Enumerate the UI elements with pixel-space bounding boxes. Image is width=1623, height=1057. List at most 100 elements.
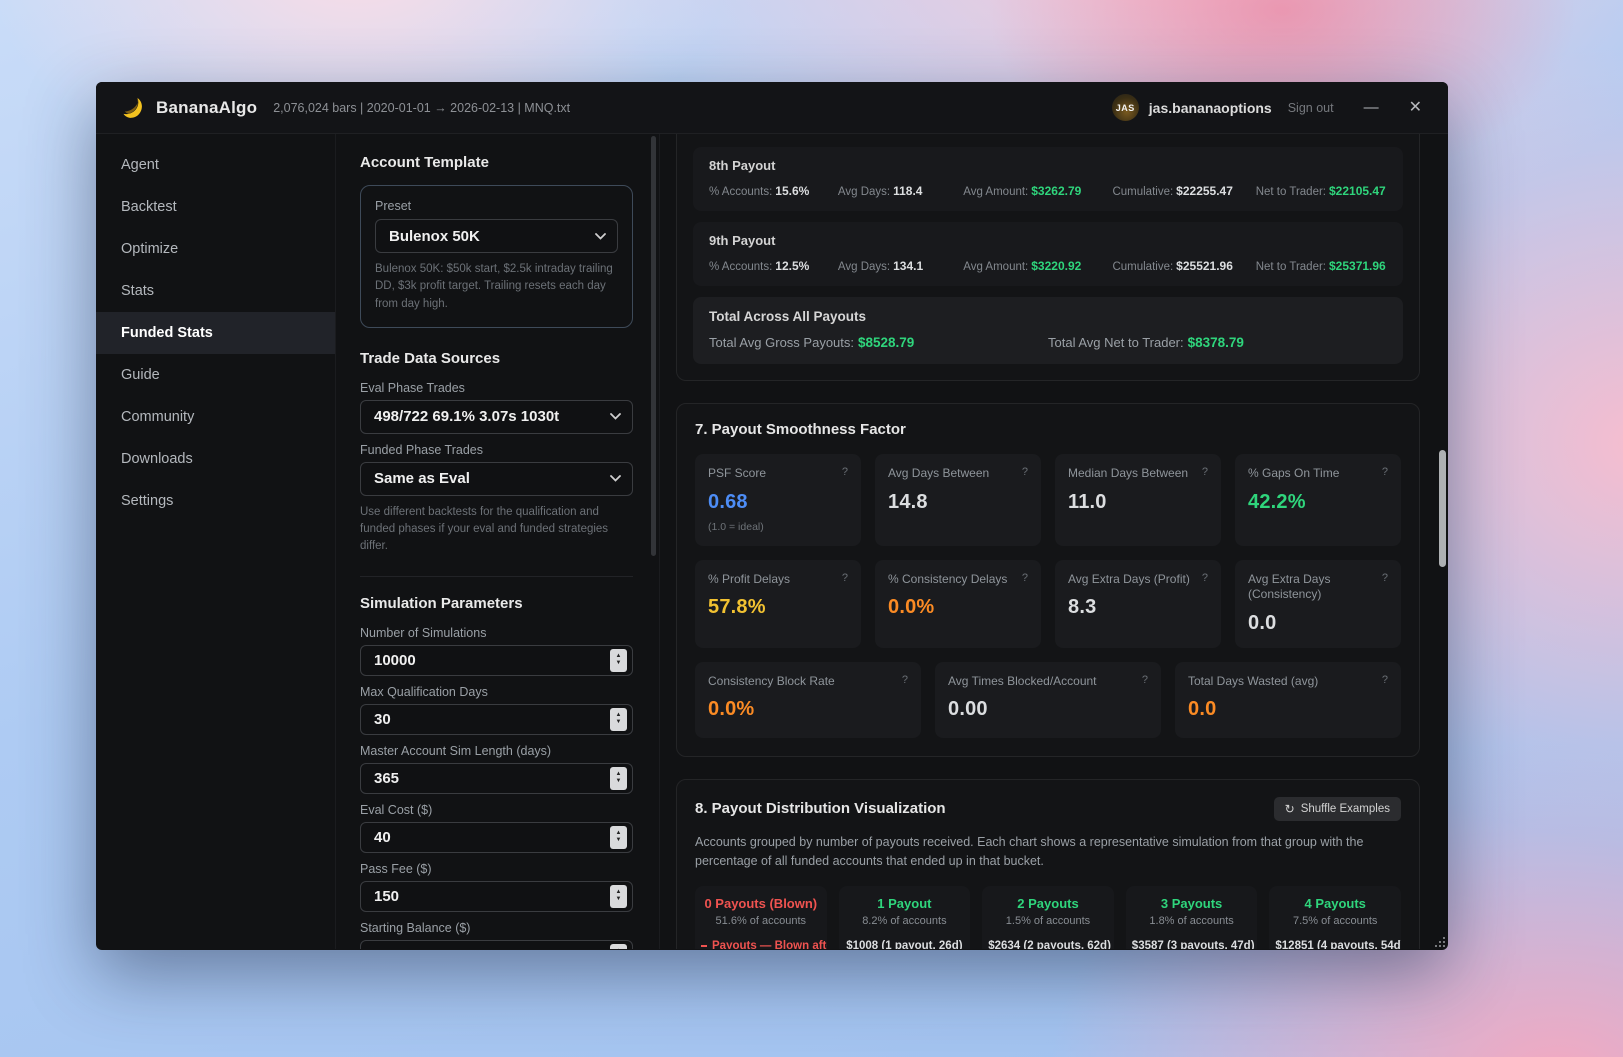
funded-phase-label: Funded Phase Trades — [360, 442, 483, 457]
sidebar: Agent Backtest Optimize Stats Funded Sta… — [96, 134, 336, 949]
starting-balance-value: 50000 — [374, 947, 416, 950]
help-icon[interactable]: ? — [841, 571, 848, 584]
metric-card-median-days-between: Median Days Between? 11.0 — [1055, 454, 1221, 546]
max-qual-days-input[interactable]: 30 ▲ ▼ — [360, 703, 633, 735]
signout-button[interactable]: Sign out — [1287, 100, 1334, 115]
chevron-down-icon — [610, 413, 621, 421]
max-qual-days-value: 30 — [374, 710, 391, 728]
chart-card-0-payouts: 0 Payouts (Blown) 51.6% of accounts Payo… — [695, 886, 827, 949]
pass-fee-label: Pass Fee ($) — [360, 861, 432, 876]
metric-avg-amount: Avg Amount: $3262.79 — [963, 184, 1082, 198]
stepper-buttons[interactable]: ▲▼ — [610, 943, 627, 949]
stepper-buttons[interactable]: ▲▼ — [610, 766, 627, 790]
settings-scrollbar-thumb[interactable] — [651, 136, 656, 556]
num-simulations-input[interactable]: 10000 ▲ ▼ — [360, 644, 633, 676]
eval-cost-label: Eval Cost ($) — [360, 802, 433, 817]
pass-fee-input[interactable]: 150 ▲ ▼ — [360, 880, 633, 912]
metric-avg-amount: Avg Amount: $3220.92 — [963, 259, 1082, 273]
metric-card-avg-days-between: Avg Days Between? 14.8 — [875, 454, 1041, 546]
sidebar-item-agent[interactable]: Agent — [121, 157, 159, 173]
preset-label: Preset — [375, 199, 412, 213]
master-sim-length-value: 365 — [374, 769, 400, 787]
sidebar-item-optimize[interactable]: Optimize — [121, 241, 179, 257]
preset-box: Preset Bulenox 50K Bulenox 50K: $50k sta… — [360, 185, 633, 328]
eval-phase-label: Eval Phase Trades — [360, 380, 465, 395]
app-name: BananaAlgo — [156, 97, 258, 117]
sidebar-item-downloads[interactable]: Downloads — [121, 451, 193, 467]
metric-card-extra-days-profit: Avg Extra Days (Profit)? 8.3 — [1055, 559, 1221, 648]
smoothness-title: 7. Payout Smoothness Factor — [695, 421, 906, 438]
titlebar: BananaAlgo 2,076,024 bars | 2020-01-01 →… — [96, 82, 1448, 134]
stepper-buttons[interactable]: ▲▼ — [610, 707, 627, 731]
help-icon[interactable]: ? — [1381, 673, 1388, 686]
metric-cumulative: Cumulative: $22255.47 — [1112, 184, 1233, 198]
chart-legend: $12851 (4 payouts, 54d) — [1275, 940, 1401, 949]
smoothness-section: 7. Payout Smoothness Factor PSF Score? 0… — [676, 403, 1420, 757]
preset-select[interactable]: Bulenox 50K — [375, 219, 618, 253]
help-icon[interactable]: ? — [1021, 466, 1028, 478]
trade-data-note: Use different backtests for the qualific… — [360, 505, 609, 553]
sidebar-item-community[interactable]: Community — [121, 409, 195, 425]
master-sim-length-input[interactable]: 365 ▲ ▼ — [360, 762, 633, 794]
metric-net-to-trader: Net to Trader: $22105.47 — [1255, 184, 1386, 198]
payout-row-title: 8th Payout — [709, 158, 776, 173]
metric-avg-days: Avg Days: 118.4 — [837, 184, 923, 198]
preset-description: Bulenox 50K: $50k start, $2.5k intraday … — [375, 263, 613, 310]
help-icon[interactable]: ? — [841, 466, 848, 478]
sidebar-item-funded-stats[interactable]: Funded Stats — [96, 312, 335, 354]
chart-card-3-payouts: 3 Payouts 1.8% of accounts $3587 (3 payo… — [1125, 886, 1258, 949]
sidebar-item-stats[interactable]: Stats — [121, 283, 155, 299]
eval-phase-value: 498/722 69.1% 3.07s 1030t — [374, 408, 560, 426]
help-icon[interactable]: ? — [1381, 571, 1388, 584]
avatar[interactable]: JAS — [1111, 94, 1139, 121]
chart-legend: $3587 (3 payouts, 47d) — [1131, 940, 1255, 949]
total-gross: Total Avg Gross Payouts: $8528.79 — [709, 335, 915, 350]
trade-data-title: Trade Data Sources — [360, 349, 501, 367]
funded-phase-select[interactable]: Same as Eval — [360, 461, 633, 496]
metric-cumulative: Cumulative: $25521.96 — [1112, 259, 1233, 273]
eval-cost-input[interactable]: 40 ▲ ▼ — [360, 821, 633, 853]
window-scrollbar-thumb[interactable] — [1439, 450, 1446, 567]
sidebar-item-backtest[interactable]: Backtest — [121, 199, 177, 215]
help-icon[interactable]: ? — [1201, 571, 1208, 584]
help-icon[interactable]: ? — [1201, 466, 1208, 478]
help-icon[interactable]: ? — [901, 673, 908, 686]
chevron-down-icon — [610, 475, 621, 483]
help-icon[interactable]: ? — [1141, 673, 1148, 686]
help-icon[interactable]: ? — [1021, 571, 1028, 584]
shuffle-examples-button[interactable]: ↻ Shuffle Examples — [1273, 796, 1401, 821]
preset-value: Bulenox 50K — [389, 227, 480, 245]
starting-balance-input[interactable]: 50000 ▲▼ — [360, 939, 633, 950]
resize-grip[interactable] — [1434, 936, 1445, 947]
divider — [360, 575, 633, 577]
shuffle-icon: ↻ — [1284, 801, 1295, 816]
payouts-panel: 8th Payout % Accounts: 15.6% Avg Days: 118… — [676, 134, 1420, 381]
pass-fee-value: 150 — [374, 887, 400, 905]
starting-balance-label: Starting Balance ($) — [360, 920, 471, 935]
metric-card-extra-days-consistency: Avg Extra Days (Consistency)? 0.0 — [1235, 559, 1401, 648]
chart-legend: Payouts — Blown after — [701, 940, 827, 949]
metric-accounts: % Accounts: 12.5% — [709, 259, 810, 273]
stepper-buttons[interactable]: ▲▼ — [610, 884, 627, 908]
sidebar-item-settings[interactable]: Settings — [121, 493, 174, 509]
metric-card-consistency-delays: % Consistency Delays? 0.0% — [875, 559, 1041, 648]
close-button[interactable]: ✕ — [1408, 98, 1422, 116]
payout-row-9: 9th Payout % Accounts: 12.5% Avg Days: 134… — [693, 222, 1403, 286]
account-template-title: Account Template — [360, 154, 489, 171]
distribution-section: 8. Payout Distribution Visualization ↻ S… — [676, 778, 1420, 949]
stepper-buttons[interactable]: ▲▼ — [610, 825, 627, 849]
metric-avg-days: Avg Days: 134.1 — [837, 259, 924, 273]
chart-card-4-payouts: 4 Payouts 7.5% of accounts $12851 (4 pay… — [1269, 886, 1401, 949]
minimize-button[interactable]: — — [1363, 99, 1379, 116]
help-icon[interactable]: ? — [1381, 466, 1388, 478]
stepper-buttons[interactable]: ▲▼ — [610, 648, 627, 672]
num-simulations-value: 10000 — [374, 651, 416, 669]
funded-phase-value: Same as Eval — [374, 470, 470, 488]
distribution-description: Accounts grouped by number of payouts re… — [695, 834, 1364, 868]
sidebar-item-guide[interactable]: Guide — [121, 367, 160, 383]
username: jas.bananaoptions — [1148, 99, 1272, 116]
master-sim-length-label: Master Account Sim Length (days) — [360, 743, 552, 758]
max-qual-days-label: Max Qualification Days — [360, 684, 488, 699]
eval-phase-select[interactable]: 498/722 69.1% 3.07s 1030t — [360, 399, 633, 434]
settings-panel: Account Template Preset Bulenox 50K Bule… — [336, 134, 660, 949]
